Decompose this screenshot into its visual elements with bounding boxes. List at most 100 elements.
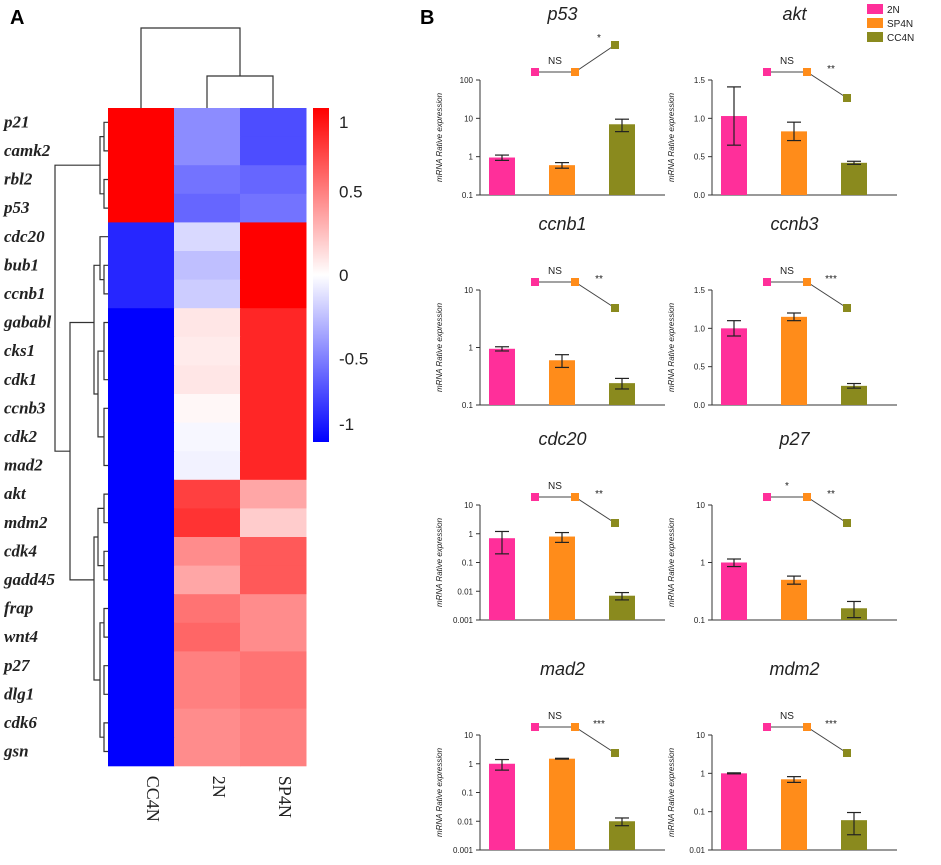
sig-marker (611, 749, 619, 757)
sig-label: NS (548, 56, 562, 67)
heatmap-row-label: gababl (3, 313, 52, 332)
sig-marker (611, 304, 619, 312)
colorbar-tick-label: 1 (339, 113, 348, 132)
heatmap-cell (108, 708, 175, 738)
y-tick-label: 0.001 (453, 846, 474, 855)
y-axis-label: mRNA Rative expression (435, 92, 444, 182)
heatmap-row-label: ccnb3 (4, 398, 46, 417)
sig-label: NS (780, 266, 794, 277)
heatmap-cell (174, 108, 241, 138)
heatmap-cell (174, 422, 241, 452)
heatmap-cell (174, 222, 241, 252)
dendro-row-branch (103, 321, 108, 381)
heatmap-cell (240, 165, 307, 195)
sig-marker (803, 278, 811, 286)
sig-marker (803, 493, 811, 501)
heatmap-cell (108, 565, 175, 595)
dendro-row-branch (103, 121, 108, 152)
heatmap-cell (108, 136, 175, 166)
heatmap-cell (240, 136, 307, 166)
dendro-row-branch (99, 236, 108, 281)
sig-label: *** (593, 719, 605, 730)
heatmap-cell (108, 279, 175, 309)
sig-label: NS (780, 711, 794, 722)
bar-chart-cdc20: cdc20 10 1 0.1 0.01 0.001 mRNA Rative expressi… (435, 429, 665, 625)
bar (489, 763, 515, 850)
y-axis-label: mRNA Rative expression (667, 517, 676, 607)
heatmap: p21 camk2 rbl2 p53 cdc20 bub1 ccnb1 gababl cks1 c… (2, 27, 368, 822)
bar (781, 779, 807, 850)
chart-title: akt (782, 4, 807, 24)
bar (609, 124, 635, 195)
heatmap-cell (108, 222, 175, 252)
heatmap-cell (240, 479, 307, 509)
y-tick-label: 0.1 (462, 559, 474, 568)
bar-chart-ccnb3: ccnb3 1.5 1.0 0.5 0.0 mRNA Rative expression N… (667, 214, 897, 410)
heatmap-cell (108, 508, 175, 538)
heatmap-cell (174, 193, 241, 223)
heatmap-cell (240, 537, 307, 567)
dendro-row-branch (103, 550, 108, 581)
sig-marker (531, 493, 539, 501)
heatmap-cell (174, 451, 241, 481)
legend-label: SP4N (887, 19, 913, 30)
heatmap-col-label: SP4N (275, 776, 295, 818)
heatmap-cell (174, 537, 241, 567)
heatmap-row-label: mdm2 (4, 513, 48, 532)
heatmap-cell (108, 108, 175, 138)
sig-label: *** (825, 719, 837, 730)
sig-marker (763, 278, 771, 286)
y-axis-label: mRNA Rative expression (435, 302, 444, 392)
heatmap-row-label: frap (4, 599, 33, 618)
heatmap-cell (108, 251, 175, 281)
heatmap-cell (108, 651, 175, 681)
legend: 2N SP4N CC4N (867, 4, 914, 44)
bar (781, 579, 807, 620)
heatmap-cell (174, 251, 241, 281)
y-tick-label: 0.0 (694, 401, 706, 410)
y-tick-label: 10 (696, 501, 705, 510)
bar (549, 536, 575, 620)
bar (549, 758, 575, 850)
chart-title: mad2 (540, 659, 585, 679)
y-tick-label: 10 (464, 501, 473, 510)
sig-label: ** (827, 64, 835, 75)
y-tick-label: 0.1 (694, 616, 706, 625)
heatmap-row-label: camk2 (4, 141, 51, 160)
y-tick-label: 0.01 (689, 846, 705, 855)
bar (721, 328, 747, 405)
heatmap-cell (174, 680, 241, 710)
y-tick-label: 0.5 (694, 363, 706, 372)
dendro-row-branch (93, 536, 100, 681)
sig-label: ** (595, 274, 603, 285)
y-tick-label: 0.0 (694, 191, 706, 200)
heatmap-cell (240, 222, 307, 252)
y-axis-label: mRNA Rative expression (667, 747, 676, 837)
y-tick-label: 10 (464, 114, 473, 123)
heatmap-cell (174, 336, 241, 366)
sig-marker (803, 68, 811, 76)
y-tick-label: 10 (464, 286, 473, 295)
dendro-col-outer (140, 27, 241, 108)
legend-label: CC4N (887, 33, 914, 44)
heatmap-row-label: p27 (2, 656, 31, 675)
heatmap-cell (174, 737, 241, 767)
heatmap-cell (108, 594, 175, 624)
bar (841, 162, 867, 195)
heatmap-col-label: CC4N (143, 776, 163, 822)
sig-label: NS (548, 481, 562, 492)
bar (781, 316, 807, 405)
y-tick-label: 1 (469, 344, 474, 353)
heatmap-row-label: gsn (3, 742, 29, 761)
heatmap-row-label: gadd45 (3, 570, 56, 589)
heatmap-cell (174, 651, 241, 681)
heatmap-cell (240, 508, 307, 538)
heatmap-cell (240, 737, 307, 767)
dendro-row-branch (103, 607, 108, 638)
heatmap-row-label: wnt4 (4, 627, 38, 646)
heatmap-cell (240, 422, 307, 452)
y-tick-label: 0.01 (457, 587, 473, 596)
chart-title: cdc20 (538, 429, 586, 449)
